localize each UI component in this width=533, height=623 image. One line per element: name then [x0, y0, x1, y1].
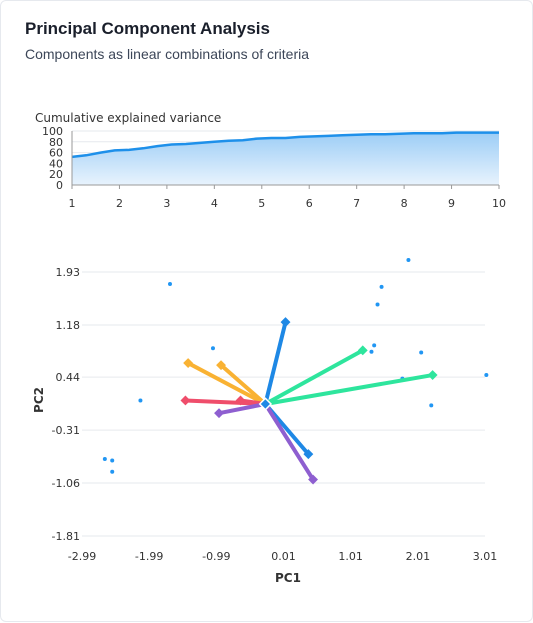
- biplot-points: [102, 258, 489, 474]
- loading-vector: [263, 402, 316, 482]
- variance-x-tick: 10: [492, 197, 506, 210]
- biplot-point: [369, 349, 374, 354]
- biplot-x-ticks: -2.99 -1.99 -0.99 0.01 1.01 2.01 3.01: [68, 550, 497, 563]
- variance-x-tick: 1: [69, 197, 76, 210]
- variance-chart-title: Cumulative explained variance: [35, 111, 221, 125]
- loading-marker: [280, 317, 291, 328]
- biplot-x-tick: -0.99: [202, 550, 230, 563]
- variance-y-tick: 20: [49, 168, 63, 181]
- biplot-y-tick: -1.06: [52, 477, 80, 490]
- variance-x-tick: 8: [401, 197, 408, 210]
- biplot-y-axis-label: PC2: [32, 387, 46, 413]
- biplot-x-tick: 1.01: [338, 550, 363, 563]
- loading-vector: [263, 348, 365, 406]
- biplot-point: [372, 343, 377, 348]
- biplot-point: [210, 346, 215, 351]
- biplot-grid: [82, 271, 485, 537]
- loading-marker: [235, 395, 246, 406]
- loading-vector: [183, 398, 268, 406]
- variance-x-tick: 4: [211, 197, 218, 210]
- variance-y-tick: 60: [49, 147, 63, 160]
- origin-marker: [258, 397, 273, 411]
- loading-vector: [263, 402, 311, 457]
- biplot-x-tick: -2.99: [68, 550, 96, 563]
- biplot-point: [167, 282, 172, 286]
- biplot-x-tick: 0.01: [271, 550, 296, 563]
- variance-y-tick: 40: [49, 157, 63, 170]
- variance-y-tick: 80: [49, 136, 63, 149]
- loading-marker: [303, 449, 314, 460]
- biplot-point: [400, 376, 405, 381]
- loading-vector: [186, 361, 268, 406]
- variance-x-tick: 2: [116, 197, 123, 210]
- biplot-y-ticks: 1.93 1.18 0.44 -0.31 -1.06 -1.81: [52, 266, 80, 543]
- biplot-point: [419, 350, 424, 355]
- loading-marker: [216, 360, 226, 371]
- page-subtitle: Components as linear combinations of cri…: [25, 46, 310, 62]
- variance-x-tick: 5: [258, 197, 265, 210]
- biplot-point: [379, 284, 384, 289]
- loading-vector: [263, 373, 435, 406]
- biplot-x-tick: -1.99: [135, 550, 163, 563]
- loading-vector: [263, 320, 288, 406]
- biplot-y-tick: -1.81: [52, 530, 80, 543]
- variance-x-tick: 9: [448, 197, 455, 210]
- variance-x-tick: 3: [163, 197, 170, 210]
- loading-marker: [308, 474, 319, 485]
- loading-marker: [427, 370, 438, 381]
- variance-x-tick: 7: [353, 197, 360, 210]
- variance-y-tick: 0: [56, 179, 63, 192]
- biplot-y-tick: 0.44: [56, 371, 81, 384]
- biplot-point: [110, 458, 115, 463]
- biplot-y-tick: 1.93: [56, 266, 81, 279]
- biplot-x-tick: 2.01: [406, 550, 431, 563]
- biplot-point: [484, 373, 489, 378]
- biplot-point: [110, 469, 115, 474]
- biplot-loadings: [180, 317, 438, 485]
- biplot-point: [375, 302, 380, 307]
- biplot-x-tick: 3.01: [473, 550, 498, 563]
- variance-y-tick: 100: [42, 125, 63, 138]
- biplot-point: [138, 398, 143, 403]
- variance-x-ticks: 1 2 3 4 5 6 7 8 9 10: [69, 185, 506, 210]
- biplot-y-tick: 1.18: [56, 319, 81, 332]
- variance-line: [71, 131, 499, 159]
- biplot-y-tick: -0.31: [52, 424, 80, 437]
- loading-marker: [214, 408, 224, 419]
- variance-x-tick: 6: [306, 197, 313, 210]
- loading-vector: [238, 398, 268, 406]
- variance-area: [72, 132, 499, 185]
- variance-chart: Cumulative explained variance 1008060402…: [35, 111, 506, 210]
- page-title: Principal Component Analysis: [25, 19, 270, 38]
- biplot-point: [406, 258, 411, 262]
- biplot-point: [102, 457, 107, 462]
- loading-vector: [219, 363, 268, 406]
- loading-vector: [217, 402, 268, 416]
- biplot-x-axis-label: PC1: [275, 571, 301, 585]
- biplot-point: [429, 403, 434, 408]
- loading-marker: [357, 345, 368, 356]
- loading-marker: [180, 395, 191, 406]
- loading-marker: [183, 358, 194, 369]
